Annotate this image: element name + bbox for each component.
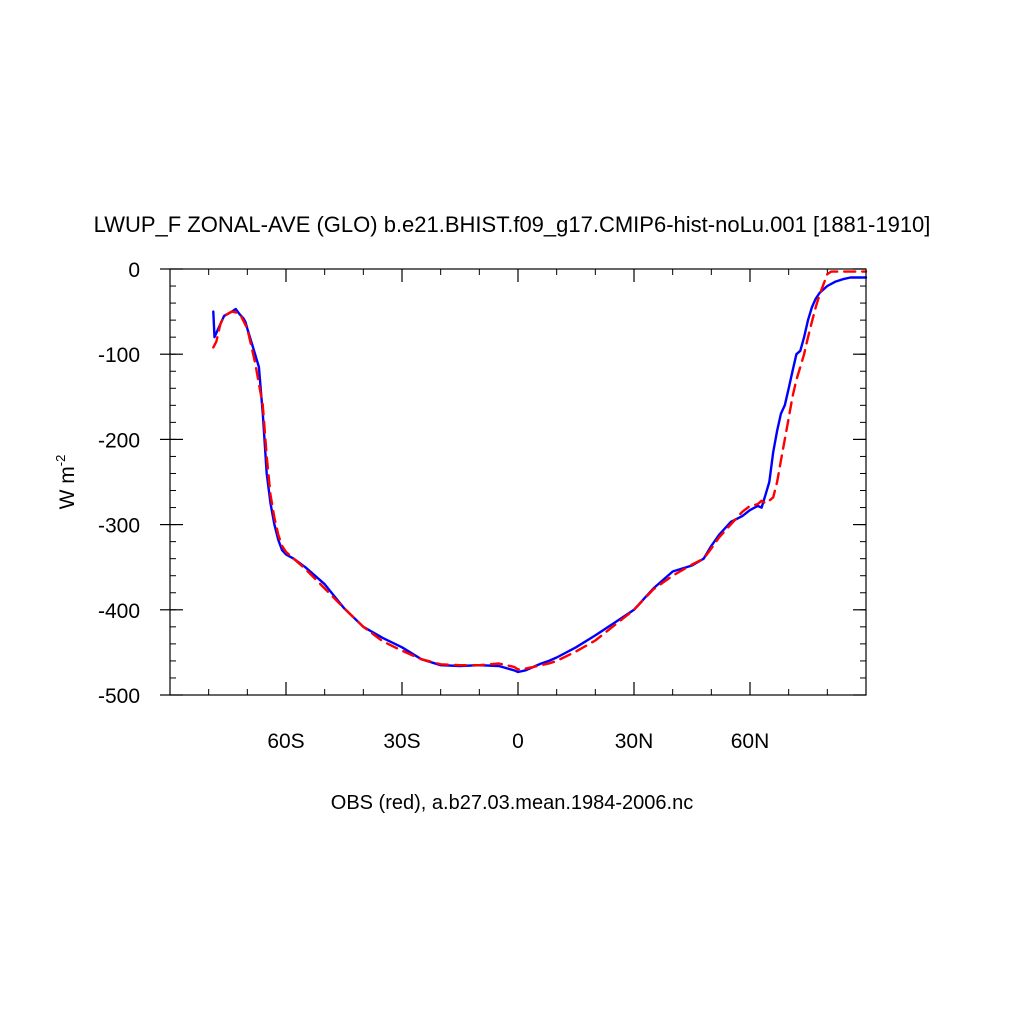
y-axis-title-text: W m [56, 466, 79, 509]
y-tick-label: -400 [98, 600, 140, 623]
series-layer [212, 270, 868, 674]
x-tick-label: 30N [615, 730, 654, 753]
major-ticks [160, 268, 866, 696]
x-tick-labels: 60S 30S 0 30N 60N [267, 730, 769, 753]
svg-text:W m-2: W m-2 [53, 455, 79, 510]
x-tick-label: 30S [383, 730, 420, 753]
y-tick-label: -200 [98, 429, 140, 452]
x-tick-label: 60S [267, 730, 304, 753]
series-line-model-solid [212, 276, 868, 674]
minor-ticks [170, 269, 866, 695]
y-tick-label: 0 [128, 259, 140, 282]
plot-frame [169, 268, 867, 696]
chart-title: LWUP_F ZONAL-AVE (GLO) b.e21.BHIST.f09_g… [94, 212, 931, 237]
x-axis-caption: OBS (red), a.b27.03.mean.1984-2006.nc [331, 792, 693, 814]
series-line-obs-dashed [212, 270, 868, 671]
y-tick-label: -100 [98, 344, 140, 367]
x-tick-label: 0 [512, 730, 524, 753]
y-axis-title-exponent: -2 [53, 455, 68, 467]
y-axis-title: W m-2 [53, 455, 79, 510]
y-tick-label: -300 [98, 515, 140, 538]
y-tick-labels: 0 -100 -200 -300 -400 -500 [98, 259, 140, 708]
x-tick-label: 60N [731, 730, 770, 753]
y-tick-label: -500 [98, 685, 140, 708]
